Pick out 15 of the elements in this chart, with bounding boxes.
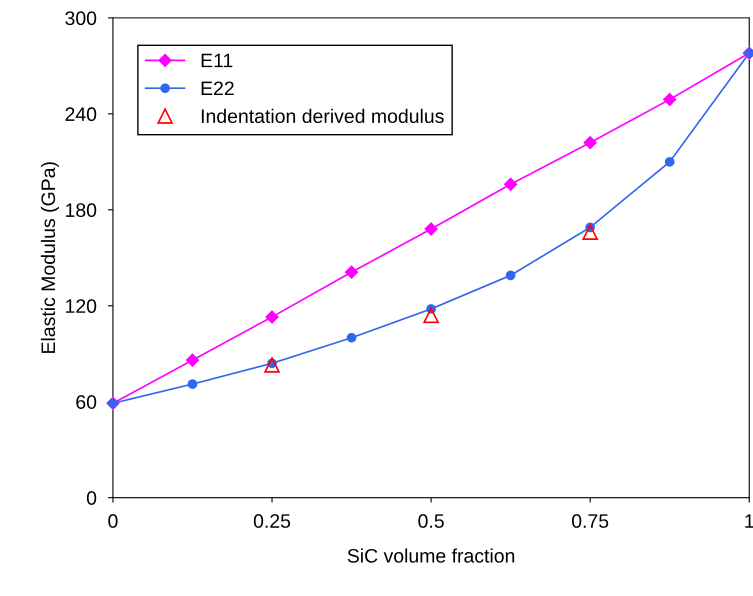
x-tick-label: 0.25 <box>254 514 290 528</box>
legend-label: E22 <box>202 81 234 96</box>
x-axis-title: SiC volume fraction <box>348 548 514 563</box>
y-tick-label: 240 <box>66 107 96 122</box>
y-tick-label: 300 <box>65 11 96 26</box>
y-tick-label: 120 <box>66 299 96 313</box>
x-tick-label: 0 <box>108 514 118 528</box>
y-axis-title: Elastic Modulus (GPa) <box>40 162 59 353</box>
y-tick-label: 60 <box>76 395 96 409</box>
legend-label: E11 <box>202 54 232 68</box>
legend-label: Indentation derived modulus <box>202 108 444 124</box>
x-tick-label: 0.75 <box>572 514 608 528</box>
x-tick-label: 0.5 <box>418 514 444 528</box>
y-tick-label: 180 <box>66 203 96 218</box>
y-tick-label: 0 <box>86 491 96 505</box>
